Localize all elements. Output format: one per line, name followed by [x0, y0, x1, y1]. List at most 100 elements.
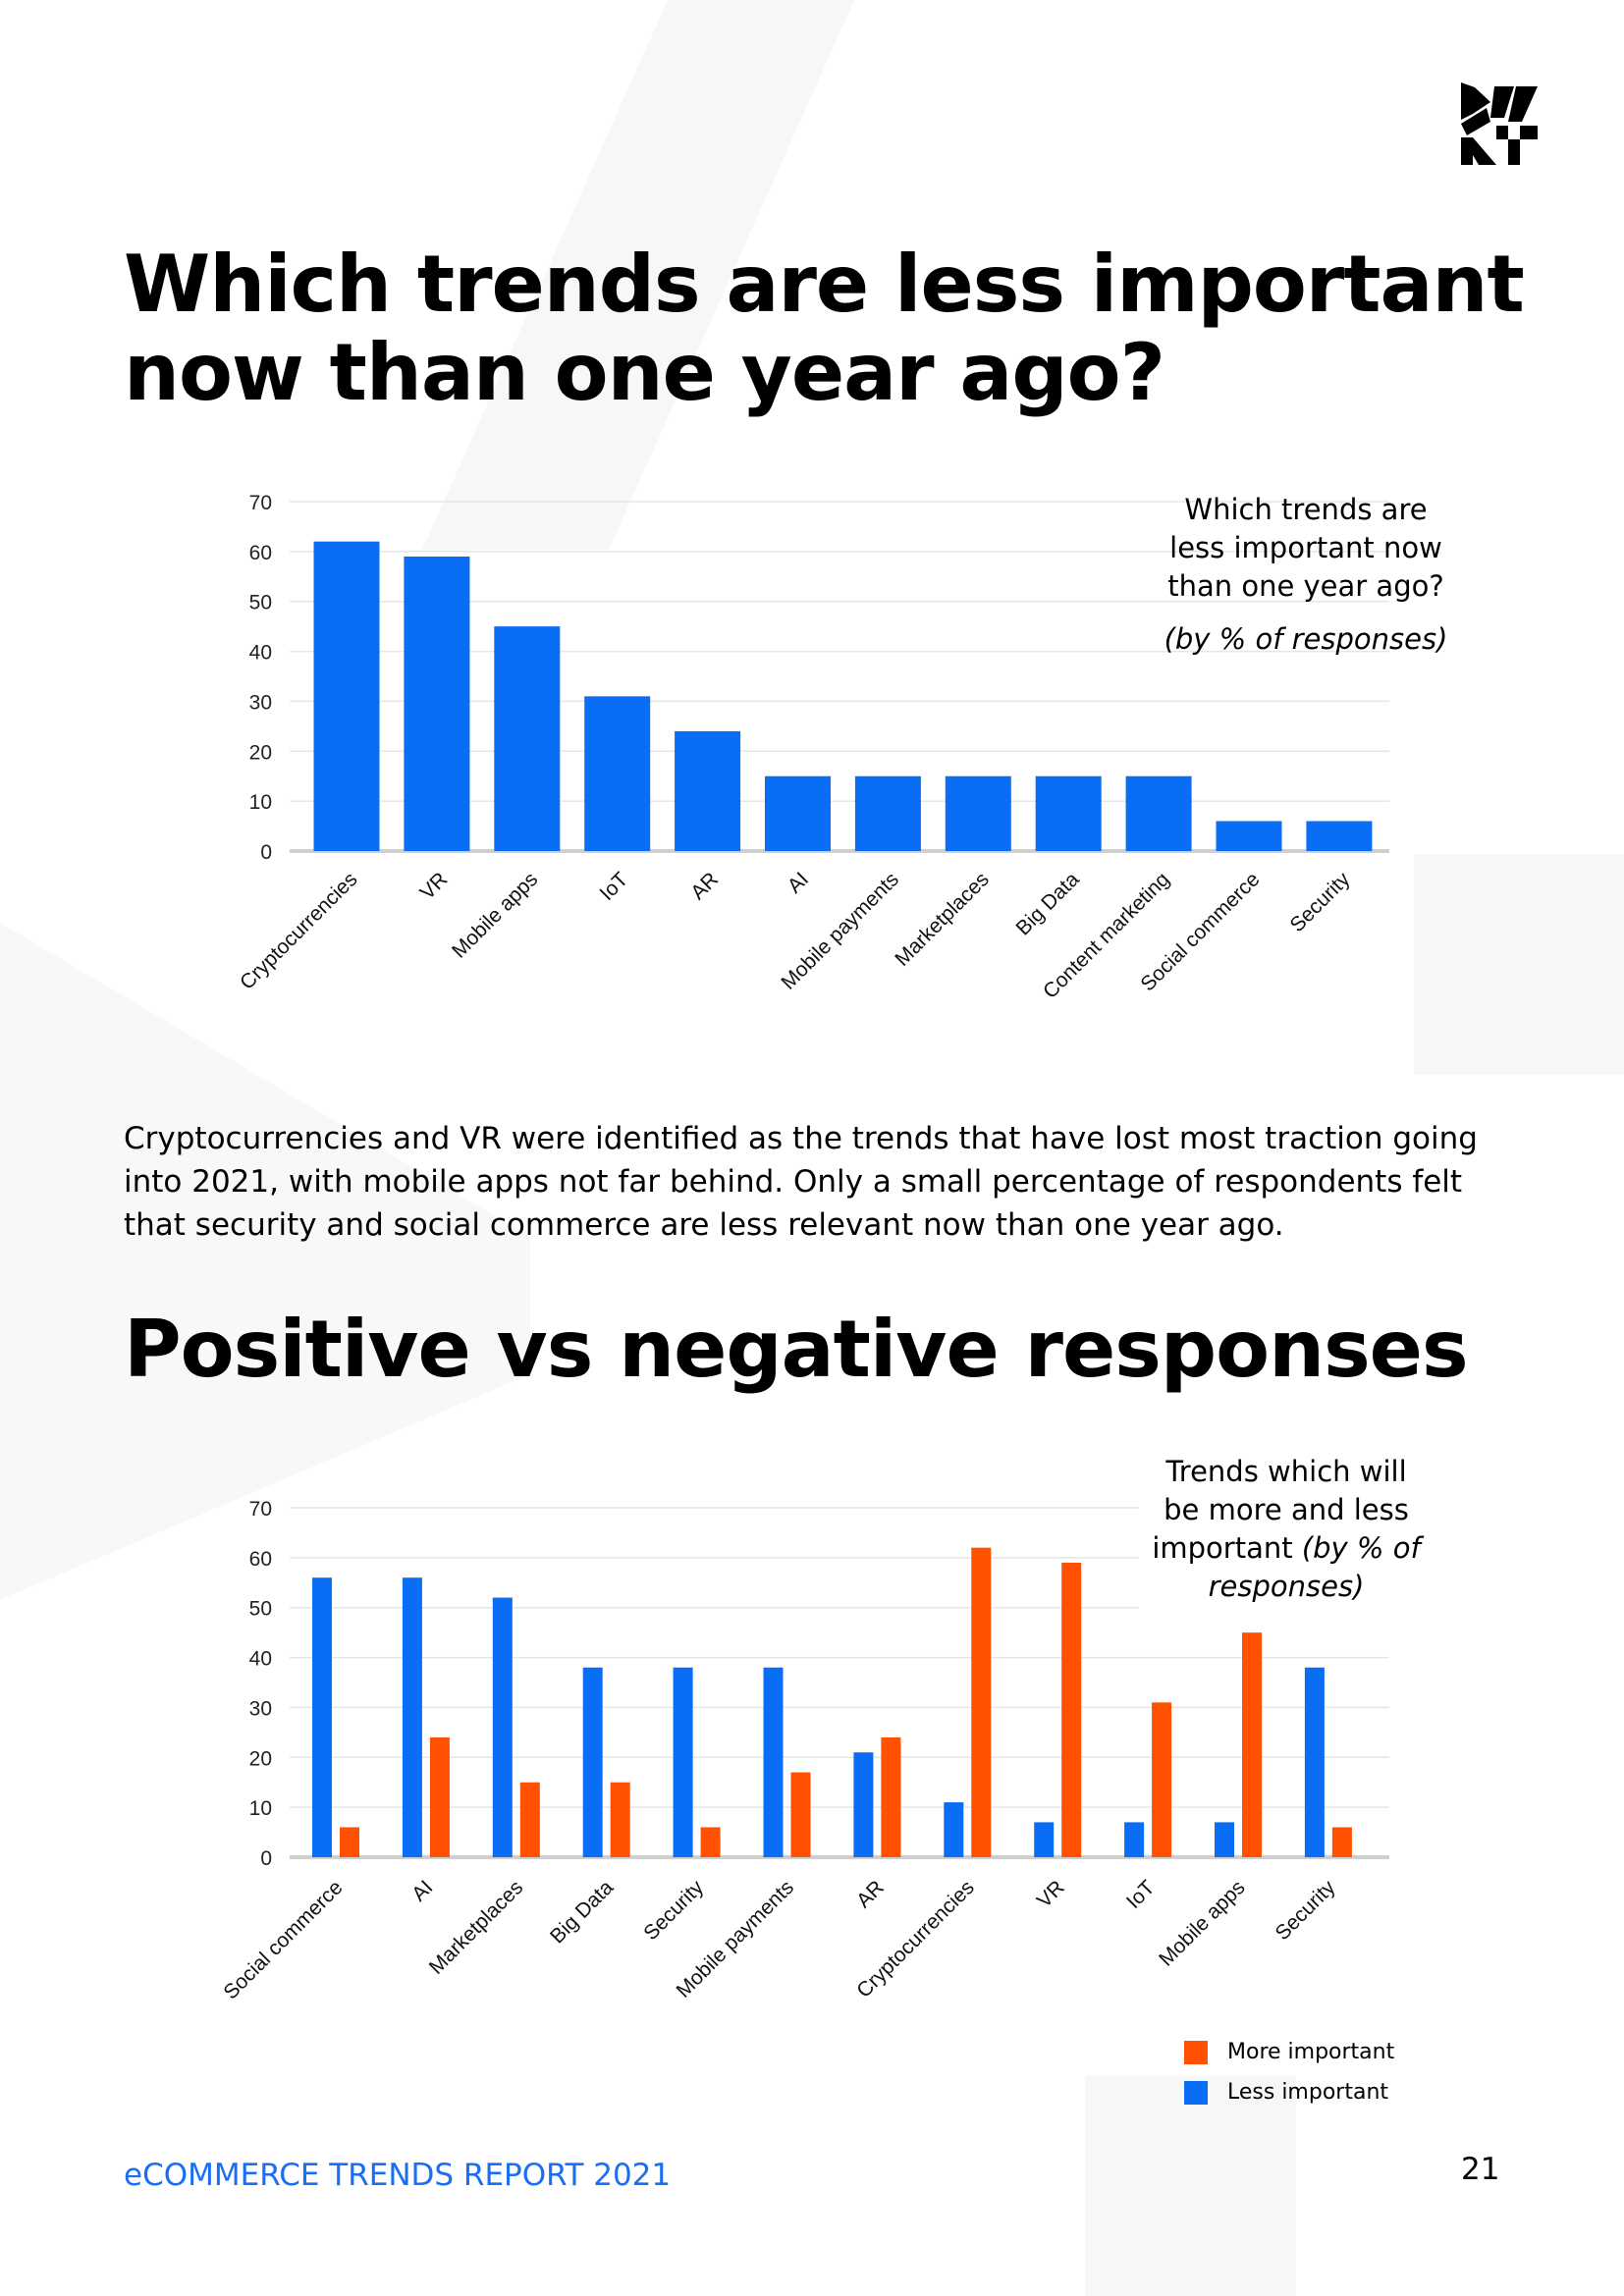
- chart2-title-italic: (by % of: [1301, 1531, 1421, 1565]
- bar-more-important: [700, 1827, 721, 1857]
- chart2-title-italic: responses): [1208, 1570, 1365, 1603]
- y-tick-label: 70: [249, 1498, 272, 1521]
- bar-less-important: [944, 1802, 964, 1857]
- bar-less-important: [853, 1752, 874, 1857]
- bar: [1125, 775, 1192, 851]
- bar-less-important: [1304, 1667, 1325, 1857]
- bar: [1216, 821, 1282, 851]
- x-tick-label: IoT: [596, 868, 633, 905]
- x-tick-label: Marketplaces: [891, 868, 994, 971]
- chart1-title-line: Which trends are: [1184, 493, 1428, 526]
- page-title: Which trends are less important now than…: [124, 239, 1525, 418]
- y-tick-label: 50: [249, 592, 272, 614]
- bar-more-important: [340, 1827, 359, 1857]
- y-tick-label: 60: [249, 542, 272, 564]
- y-tick-label: 70: [249, 492, 272, 514]
- x-tick-label: Marketplaces: [425, 1876, 528, 1979]
- bar-more-important: [1152, 1702, 1172, 1857]
- x-tick-label: IoT: [1122, 1876, 1160, 1913]
- bar: [1306, 821, 1373, 851]
- page-title-line-1: Which trends are less important: [124, 239, 1525, 330]
- bar: [404, 556, 470, 851]
- bar-less-important: [312, 1577, 332, 1857]
- x-tick-label: AR: [852, 1876, 889, 1912]
- bar-less-important: [1215, 1822, 1234, 1857]
- bar: [1035, 775, 1102, 851]
- bar-less-important: [402, 1577, 422, 1857]
- chart2-title-line: be more and less: [1164, 1493, 1409, 1526]
- y-tick-label: 10: [249, 791, 272, 814]
- bar-more-important: [971, 1547, 992, 1857]
- bar-more-important: [1331, 1827, 1352, 1857]
- y-tick-label: 30: [249, 1697, 272, 1720]
- chart-less-important: 0 10 20 30 40 50 60 70 Cryptocurrencies VRMobile …: [236, 492, 1389, 1003]
- y-tick-label: 30: [249, 691, 272, 714]
- chart1-subtitle: (by % of responses): [1164, 622, 1448, 656]
- y-tick-label: 20: [249, 1747, 272, 1770]
- footer-report-title: eCOMMERCE TRENDS REPORT 2021: [124, 2158, 672, 2193]
- bar-less-important: [582, 1667, 603, 1857]
- y-tick-label: 60: [249, 1548, 272, 1571]
- bar-more-important: [429, 1736, 450, 1857]
- x-tick-label: Security: [639, 1876, 708, 1945]
- legend-label: More important: [1227, 2040, 1395, 2064]
- legend-item-less: Less important: [1184, 2072, 1394, 2112]
- y-tick-label: 0: [260, 841, 272, 864]
- brand-logo: [1461, 82, 1538, 165]
- page-number: 21: [1461, 2152, 1500, 2187]
- y-tick-label: 40: [249, 642, 272, 665]
- x-tick-label: AI: [784, 868, 813, 897]
- x-tick-label: Social commerce: [219, 1876, 347, 2003]
- bar: [494, 626, 561, 851]
- x-tick-label: VR: [1033, 1876, 1069, 1912]
- body-paragraph: Cryptocurrencies and VR were identified …: [124, 1121, 1478, 1243]
- x-tick-label: VR: [416, 868, 453, 904]
- page-title-line-2: now than one year ago?: [124, 327, 1165, 418]
- y-tick-label: 0: [260, 1847, 272, 1870]
- section-title: Positive vs negative responses: [124, 1304, 1469, 1395]
- bar: [765, 775, 831, 851]
- bar-less-important: [492, 1597, 513, 1857]
- x-tick-label: AI: [407, 1876, 437, 1905]
- bar: [313, 541, 380, 851]
- chart1-title: Which trends are less important now than…: [1129, 491, 1483, 659]
- bar: [584, 696, 651, 851]
- bar: [854, 775, 921, 851]
- bar-more-important: [1061, 1562, 1082, 1857]
- bar-more-important: [610, 1782, 630, 1857]
- bar-more-important: [881, 1736, 901, 1857]
- chart1-title-line: less important now: [1169, 531, 1442, 564]
- chart2-title: Trends which will be more and less impor…: [1119, 1453, 1453, 1606]
- x-tick-label: Security: [1272, 1876, 1340, 1945]
- x-tick-label: AR: [686, 868, 723, 904]
- bar-less-important: [763, 1667, 784, 1857]
- bar: [945, 775, 1011, 851]
- y-tick-label: 20: [249, 741, 272, 764]
- x-tick-label: Mobile apps: [448, 868, 542, 962]
- legend-swatch-orange: [1184, 2040, 1208, 2064]
- x-tick-label: Security: [1286, 868, 1355, 936]
- legend-label: Less important: [1227, 2080, 1389, 2105]
- chart2-title-line: important: [1152, 1531, 1302, 1565]
- y-tick-label: 40: [249, 1648, 272, 1671]
- bar-less-important: [673, 1667, 693, 1857]
- bar: [675, 730, 741, 851]
- bar-more-important: [519, 1782, 540, 1857]
- bar-less-important: [1034, 1822, 1055, 1857]
- bar-less-important: [1124, 1822, 1145, 1857]
- legend-swatch-blue: [1184, 2080, 1208, 2105]
- chart-positive-negative: 0 10 20 30 40 50 60 70 Social commerce AIMarketpl…: [219, 1498, 1389, 2003]
- bar-more-important: [1242, 1632, 1262, 1857]
- chart2-legend: More important Less important: [1184, 2032, 1394, 2112]
- y-tick-label: 50: [249, 1598, 272, 1621]
- legend-item-more: More important: [1184, 2032, 1394, 2072]
- chart1-title-line: than one year ago?: [1167, 569, 1444, 603]
- x-tick-label: Cryptocurrencies: [236, 868, 362, 994]
- x-tick-label: Mobile apps: [1155, 1876, 1249, 1970]
- bar-more-important: [790, 1772, 811, 1857]
- chart2-title-line: Trends which will: [1165, 1455, 1407, 1488]
- y-tick-label: 10: [249, 1797, 272, 1820]
- x-tick-label: Big Data: [1012, 868, 1084, 939]
- x-tick-label: Big Data: [546, 1876, 618, 1948]
